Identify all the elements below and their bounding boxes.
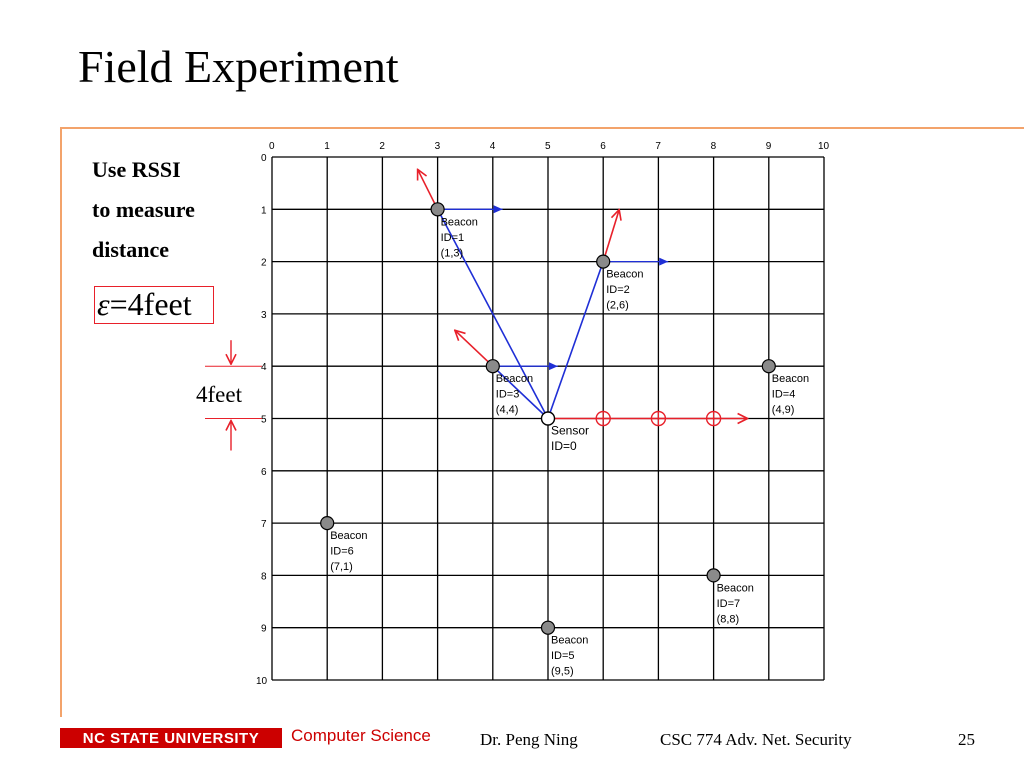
equation-epsilon: ε	[97, 286, 110, 322]
department-name: Computer Science	[291, 726, 431, 745]
x-tick-label: 10	[818, 141, 830, 152]
x-tick-label: 0	[269, 141, 275, 152]
distance-line	[492, 365, 549, 420]
side-text-line-1: Use RSSI	[92, 157, 181, 182]
equation-equals: =	[109, 286, 128, 322]
direction-arrow-red	[418, 169, 439, 210]
x-tick-label: 7	[655, 141, 661, 152]
beacon-marker	[706, 568, 721, 583]
x-tick-label: 9	[766, 141, 772, 152]
x-tick-label: 5	[545, 141, 551, 152]
beacon-label: ID=5	[551, 650, 575, 662]
beacon-marker	[485, 359, 500, 374]
grid-tick-labels: 0 1 2 3 4 5 6 7 8 9 10 0 1 2 3 4 5 6 7 8 9 10	[256, 141, 830, 687]
beacon-label: (4,9)	[772, 404, 795, 416]
node-markers	[320, 202, 776, 635]
direction-arrow-red	[602, 210, 619, 262]
beacon-label: ID=2	[606, 284, 630, 296]
beacon-label: (7,1)	[330, 561, 353, 573]
y-tick-label: 9	[261, 624, 267, 635]
beacon-label: Beacon	[717, 582, 754, 594]
distance-line	[436, 208, 549, 419]
distance-links	[418, 169, 748, 427]
side-text-line-3: distance	[92, 237, 169, 262]
y-tick-label: 1	[261, 205, 267, 216]
node-labels: Beacon ID=1 (1,3) Beacon ID=2 (2,6) Beacon ID=3…	[330, 216, 809, 677]
side-text: Use RSSI to measure distance	[92, 150, 195, 270]
y-tick-label: 0	[261, 153, 267, 164]
y-tick-label: 6	[261, 467, 267, 478]
author-name: Dr. Peng Ning	[480, 730, 578, 749]
x-tick-label: 1	[324, 141, 330, 152]
x-tick-label: 8	[711, 141, 717, 152]
grid-spacing-label: 4feet	[196, 382, 242, 407]
error-equation: ε=4feet	[97, 286, 192, 323]
page-number: 25	[958, 730, 975, 749]
equation-box	[94, 286, 214, 324]
beacon-label: ID=6	[330, 546, 354, 558]
beacon-label: (8,8)	[717, 613, 740, 625]
sensor-label: Sensor	[551, 424, 589, 438]
beacon-label: Beacon	[496, 373, 533, 385]
sensor-marker	[540, 411, 556, 426]
sensor-label: ID=0	[551, 439, 577, 453]
beacon-label: (9,5)	[551, 666, 574, 678]
beacon-label: ID=7	[717, 598, 741, 610]
course-name: CSC 774 Adv. Net. Security	[660, 730, 852, 749]
spacing-dimension-marker	[205, 340, 262, 451]
beacon-label: Beacon	[330, 530, 367, 542]
x-tick-label: 4	[490, 141, 496, 152]
beacon-label: (1,3)	[441, 247, 464, 259]
y-tick-label: 8	[261, 571, 267, 582]
beacon-label: ID=4	[772, 389, 796, 401]
x-tick-label: 2	[379, 141, 385, 152]
beacon-marker	[320, 515, 335, 531]
y-tick-label: 3	[261, 310, 267, 321]
beacon-label: ID=3	[496, 389, 520, 401]
beacon-marker	[761, 359, 776, 374]
beacon-marker	[596, 254, 611, 269]
title-divider	[60, 127, 1024, 129]
side-text-line-2: to measure	[92, 197, 195, 222]
beacon-label: Beacon	[772, 373, 809, 385]
beacon-label: Beacon	[441, 216, 478, 228]
beacon-label: (2,6)	[606, 300, 629, 312]
y-tick-label: 2	[261, 258, 267, 269]
beacon-marker	[540, 620, 556, 635]
slide-title: Field Experiment	[78, 41, 399, 92]
university-name: NC STATE UNIVERSITY	[82, 729, 260, 747]
beacon-marker	[430, 202, 445, 217]
direction-arrow-red	[455, 330, 494, 367]
y-tick-label: 7	[261, 519, 267, 530]
beacon-label: Beacon	[551, 635, 588, 647]
beacon-label: (4,4)	[496, 404, 519, 416]
distance-line	[547, 261, 604, 419]
left-divider	[60, 127, 62, 717]
y-tick-label: 4	[261, 362, 267, 373]
beacon-label: Beacon	[606, 269, 643, 281]
x-tick-label: 3	[435, 141, 441, 152]
x-tick-label: 6	[600, 141, 606, 152]
university-logo: NC STATE UNIVERSITY	[60, 728, 282, 748]
beacon-label: ID=1	[441, 232, 465, 244]
y-tick-label: 10	[256, 676, 268, 687]
equation-value: 4feet	[127, 286, 192, 322]
y-tick-label: 5	[261, 415, 267, 426]
